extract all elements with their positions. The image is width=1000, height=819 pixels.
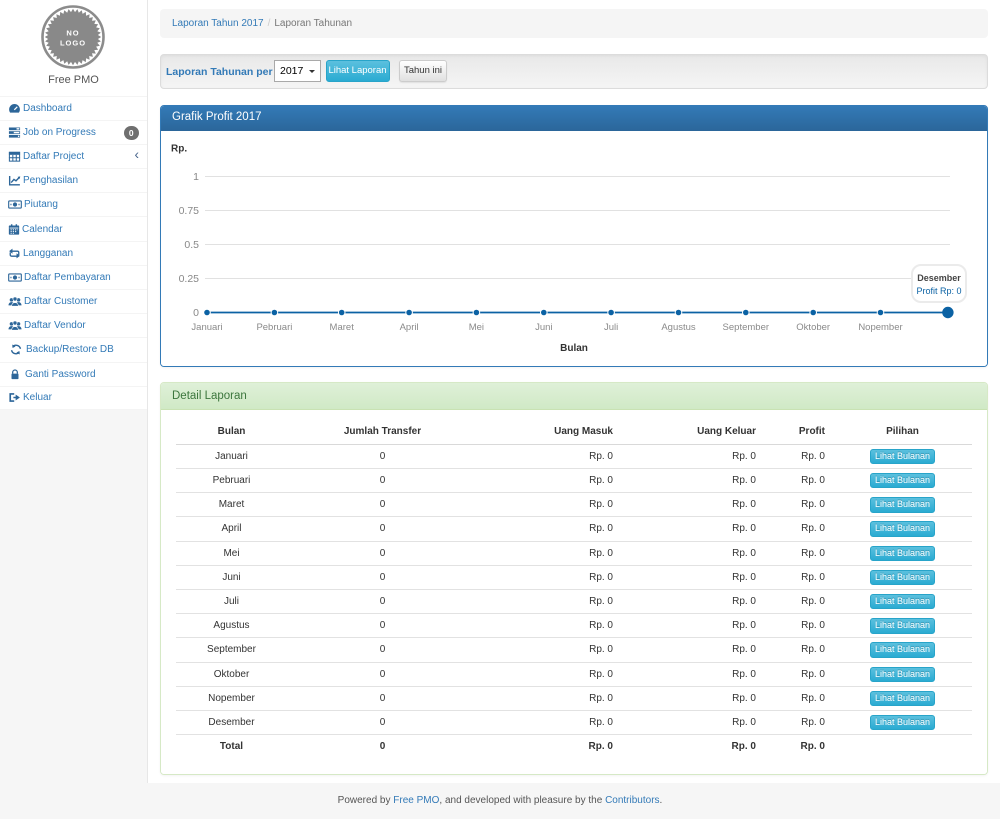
svg-text:Nopember: Nopember [858, 322, 902, 333]
svg-text:April: April [400, 322, 419, 333]
svg-text:NO: NO [66, 29, 79, 38]
svg-text:Rp.: Rp. [171, 143, 187, 154]
svg-text:Bulan: Bulan [560, 343, 588, 354]
svg-text:LOGO: LOGO [60, 39, 86, 48]
svg-text:Pebruari: Pebruari [256, 322, 292, 333]
svg-text:0.5: 0.5 [184, 239, 199, 251]
svg-text:Januari: Januari [191, 322, 222, 333]
svg-text:Juli: Juli [604, 322, 618, 333]
svg-text:Agustus: Agustus [661, 322, 696, 333]
svg-text:0.75: 0.75 [179, 205, 200, 217]
svg-text:Mei: Mei [469, 322, 484, 333]
svg-text:0: 0 [193, 307, 199, 319]
svg-text:Oktober: Oktober [796, 322, 830, 333]
svg-text:Juni: Juni [535, 322, 552, 333]
svg-text:0.25: 0.25 [179, 273, 200, 285]
svg-text:September: September [723, 322, 769, 333]
svg-text:Maret: Maret [330, 322, 355, 333]
svg-text:1: 1 [193, 171, 199, 183]
